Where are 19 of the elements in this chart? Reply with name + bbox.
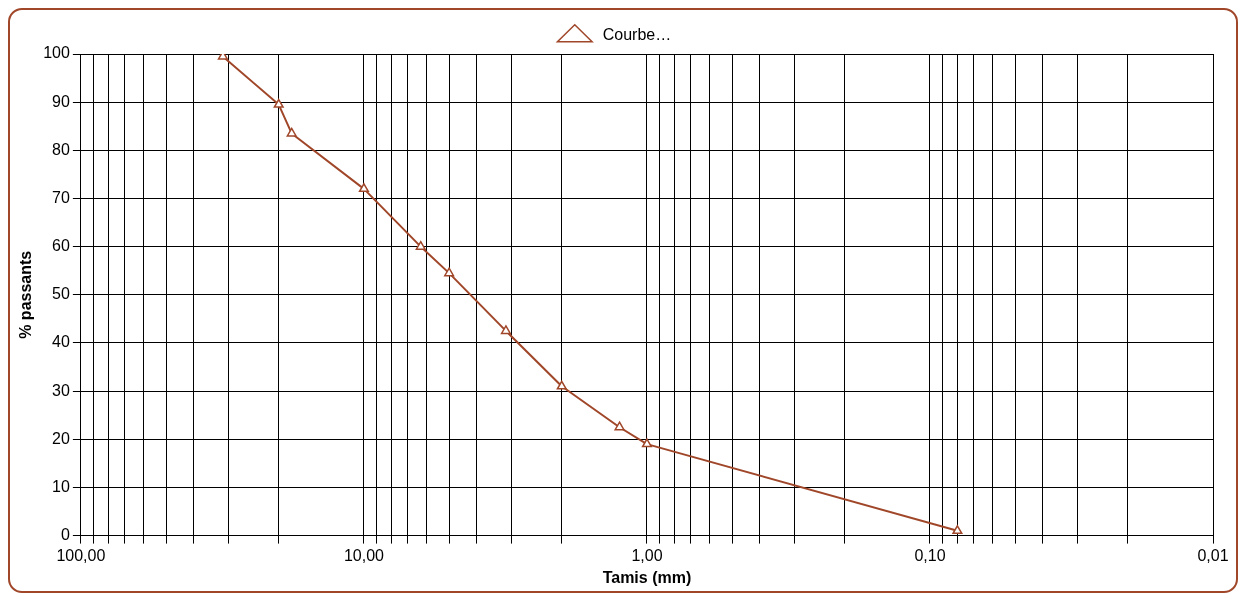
x-tick-label: 0,10 <box>914 546 946 564</box>
y-tick-label: 50 <box>52 285 70 303</box>
y-tick-label: 80 <box>52 140 70 158</box>
y-tick-label: 60 <box>52 237 70 255</box>
y-tick-label: 90 <box>52 92 70 110</box>
x-tick-label: 100,00 <box>56 546 106 564</box>
x-tick-label: 1,00 <box>631 546 663 564</box>
legend-label: Courbe… <box>602 26 672 44</box>
x-tick-label: 10,00 <box>343 546 385 564</box>
y-tick-label: 100 <box>43 44 70 62</box>
x-tick-label: 0,01 <box>1197 546 1229 564</box>
y-tick-label: 10 <box>52 477 70 495</box>
y-tick-label: 20 <box>52 429 70 447</box>
y-tick-label: 70 <box>52 188 70 206</box>
x-axis-title: Tamis (mm) <box>602 568 692 586</box>
y-axis-title: % passants <box>17 250 35 339</box>
y-tick-label: 0 <box>60 526 70 544</box>
y-tick-label: 30 <box>52 381 70 399</box>
y-tick-label: 40 <box>52 333 70 351</box>
